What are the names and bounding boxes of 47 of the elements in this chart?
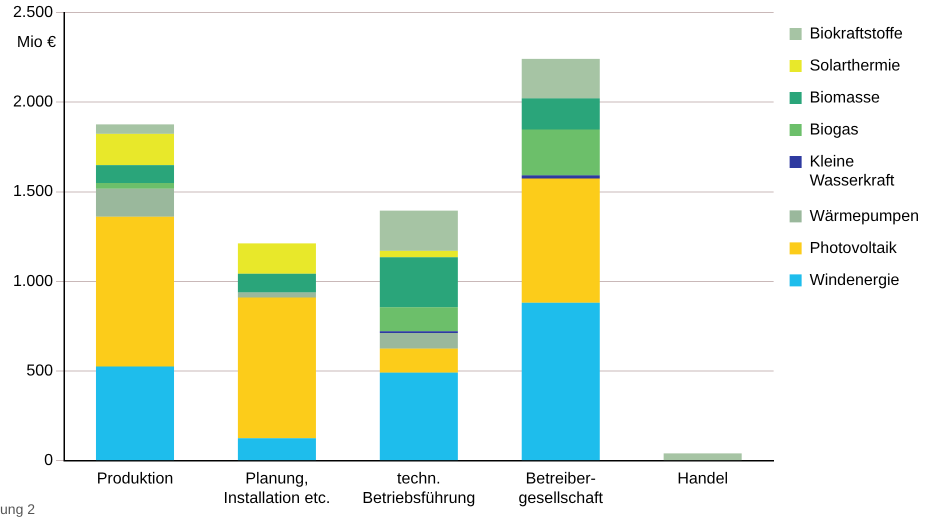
x-tick-label: techn. Betriebsführung <box>362 470 476 507</box>
y-tick-label: 0 <box>44 452 54 470</box>
legend-label: Solarthermie <box>810 57 900 74</box>
bar <box>380 257 458 308</box>
bar <box>522 129 600 176</box>
bar <box>238 243 316 274</box>
y-tick-label: 500 <box>26 362 54 380</box>
bar <box>238 274 316 292</box>
y-tick-label: 1.500 <box>12 183 54 200</box>
bar <box>380 250 458 258</box>
bar <box>522 98 600 130</box>
bar <box>238 292 316 298</box>
legend-label: Biogas <box>810 121 859 138</box>
legend-label: Kleine Wasserkraft <box>810 153 895 190</box>
bar <box>96 216 174 367</box>
legend-label: Photovoltaik <box>810 240 898 257</box>
bar <box>238 438 316 460</box>
y-axis-title: Mio € <box>16 34 56 52</box>
text: ung 2 <box>0 501 36 517</box>
bar <box>238 298 316 438</box>
bar <box>522 302 600 460</box>
bar <box>96 134 174 166</box>
bar <box>522 58 600 98</box>
legend-label: Biomasse <box>810 89 880 106</box>
bar <box>522 178 600 303</box>
x-tick-label: Betreiber- gesellschaft <box>518 470 604 507</box>
legend-label: Windenergie <box>810 272 900 289</box>
y-tick-label: 1.000 <box>12 272 54 290</box>
bar <box>96 124 174 134</box>
bar <box>96 188 174 217</box>
bar <box>380 348 458 373</box>
bar <box>664 453 742 460</box>
bar <box>380 333 458 349</box>
legend-label: Wärmepumpen <box>810 208 919 225</box>
bar <box>96 366 174 460</box>
bar <box>380 210 458 251</box>
x-tick-label: Planung, Installation etc. <box>224 470 330 507</box>
bar <box>380 372 458 460</box>
bar <box>522 175 600 179</box>
y-tick-label: 2.500 <box>12 4 54 22</box>
bar <box>96 165 174 184</box>
x-tick-label: Handel <box>677 470 728 488</box>
x-tick-label: Produktion <box>96 470 174 488</box>
y-tick-label: 2.000 <box>12 94 54 111</box>
bar <box>380 307 458 332</box>
bar <box>96 183 174 189</box>
legend-label: Biokraftstoffe <box>810 25 903 42</box>
